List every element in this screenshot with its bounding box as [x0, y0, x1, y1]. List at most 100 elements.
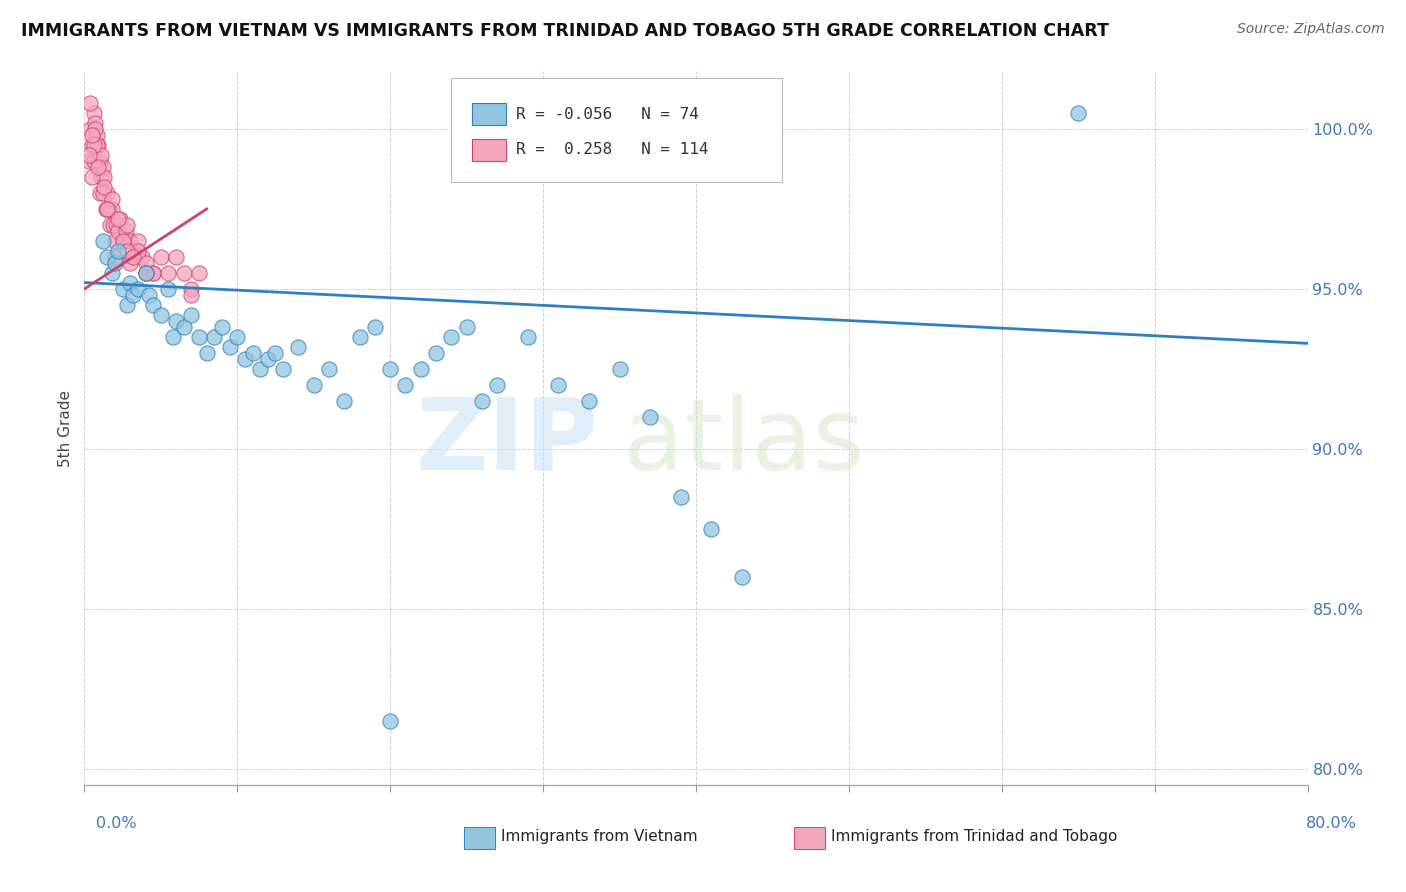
Point — [127, 282, 149, 296]
Text: R = -0.056   N = 74: R = -0.056 N = 74 — [516, 107, 699, 121]
Point — [105, 218, 128, 232]
Point — [162, 330, 184, 344]
Point — [1067, 106, 1090, 120]
Point — [77, 153, 100, 168]
Point — [122, 288, 145, 302]
Point — [578, 394, 600, 409]
Point — [188, 266, 211, 280]
Text: IMMIGRANTS FROM VIETNAM VS IMMIGRANTS FROM TRINIDAD AND TOBAGO 5TH GRADE CORRELA: IMMIGRANTS FROM VIETNAM VS IMMIGRANTS FR… — [21, 22, 1109, 40]
Point — [195, 346, 218, 360]
Point — [104, 256, 127, 270]
Point — [80, 169, 103, 184]
Point — [83, 106, 105, 120]
Point — [318, 362, 340, 376]
Point — [233, 352, 256, 367]
Point — [111, 234, 134, 248]
Point — [83, 153, 105, 168]
Point — [188, 330, 211, 344]
Point — [333, 394, 356, 409]
Point — [86, 128, 108, 143]
Bar — [472, 103, 506, 125]
Point — [90, 147, 112, 161]
Point — [77, 147, 100, 161]
Point — [84, 122, 107, 136]
Point — [135, 256, 157, 270]
Point — [226, 330, 249, 344]
Point — [96, 250, 118, 264]
Point — [202, 330, 225, 344]
Point — [180, 288, 202, 302]
Point — [165, 250, 187, 264]
Point — [104, 234, 127, 248]
Text: atlas: atlas — [623, 394, 865, 491]
Point — [96, 186, 118, 200]
Point — [471, 394, 494, 409]
Point — [120, 256, 142, 270]
Point — [302, 378, 325, 392]
Point — [242, 346, 264, 360]
Point — [364, 320, 387, 334]
Point — [440, 330, 463, 344]
Text: Source: ZipAtlas.com: Source: ZipAtlas.com — [1237, 22, 1385, 37]
Point — [97, 202, 120, 216]
Point — [380, 714, 402, 728]
Point — [108, 211, 131, 226]
Point — [79, 96, 101, 111]
Point — [107, 224, 129, 238]
Point — [111, 234, 134, 248]
Point — [101, 266, 124, 280]
Point — [486, 378, 509, 392]
Text: ZIP: ZIP — [415, 394, 598, 491]
Y-axis label: 5th Grade: 5th Grade — [58, 390, 73, 467]
Point — [120, 276, 142, 290]
Point — [287, 340, 309, 354]
Point — [127, 234, 149, 248]
Point — [91, 234, 114, 248]
Point — [138, 288, 160, 302]
Point — [86, 138, 108, 153]
Point — [79, 122, 101, 136]
Point — [104, 250, 127, 264]
Point — [638, 409, 661, 424]
Point — [249, 362, 271, 376]
Point — [90, 169, 112, 184]
Point — [149, 308, 172, 322]
Point — [142, 266, 165, 280]
FancyBboxPatch shape — [451, 78, 782, 182]
Text: 80.0%: 80.0% — [1306, 816, 1357, 830]
Point — [149, 250, 172, 264]
Point — [731, 570, 754, 584]
Point — [349, 330, 371, 344]
Point — [135, 266, 157, 280]
Point — [142, 266, 165, 280]
Point — [107, 211, 129, 226]
Point — [165, 314, 187, 328]
Point — [669, 490, 692, 504]
Point — [157, 266, 180, 280]
Point — [94, 202, 117, 216]
Point — [115, 244, 138, 258]
Point — [103, 218, 125, 232]
Point — [115, 298, 138, 312]
Point — [101, 202, 124, 216]
Point — [80, 128, 103, 143]
Point — [127, 244, 149, 258]
Point — [93, 169, 115, 184]
Point — [114, 224, 136, 238]
Point — [380, 362, 402, 376]
Point — [89, 186, 111, 200]
Point — [218, 340, 240, 354]
Point — [91, 161, 114, 175]
Point — [111, 282, 134, 296]
Point — [700, 522, 723, 536]
Point — [157, 282, 180, 296]
Point — [120, 234, 142, 248]
Bar — [472, 139, 506, 161]
Text: Immigrants from Trinidad and Tobago: Immigrants from Trinidad and Tobago — [831, 830, 1118, 844]
Point — [211, 320, 233, 334]
Point — [83, 138, 105, 153]
Text: 0.0%: 0.0% — [96, 816, 136, 830]
Point — [173, 320, 195, 334]
Point — [84, 115, 107, 129]
Point — [142, 298, 165, 312]
